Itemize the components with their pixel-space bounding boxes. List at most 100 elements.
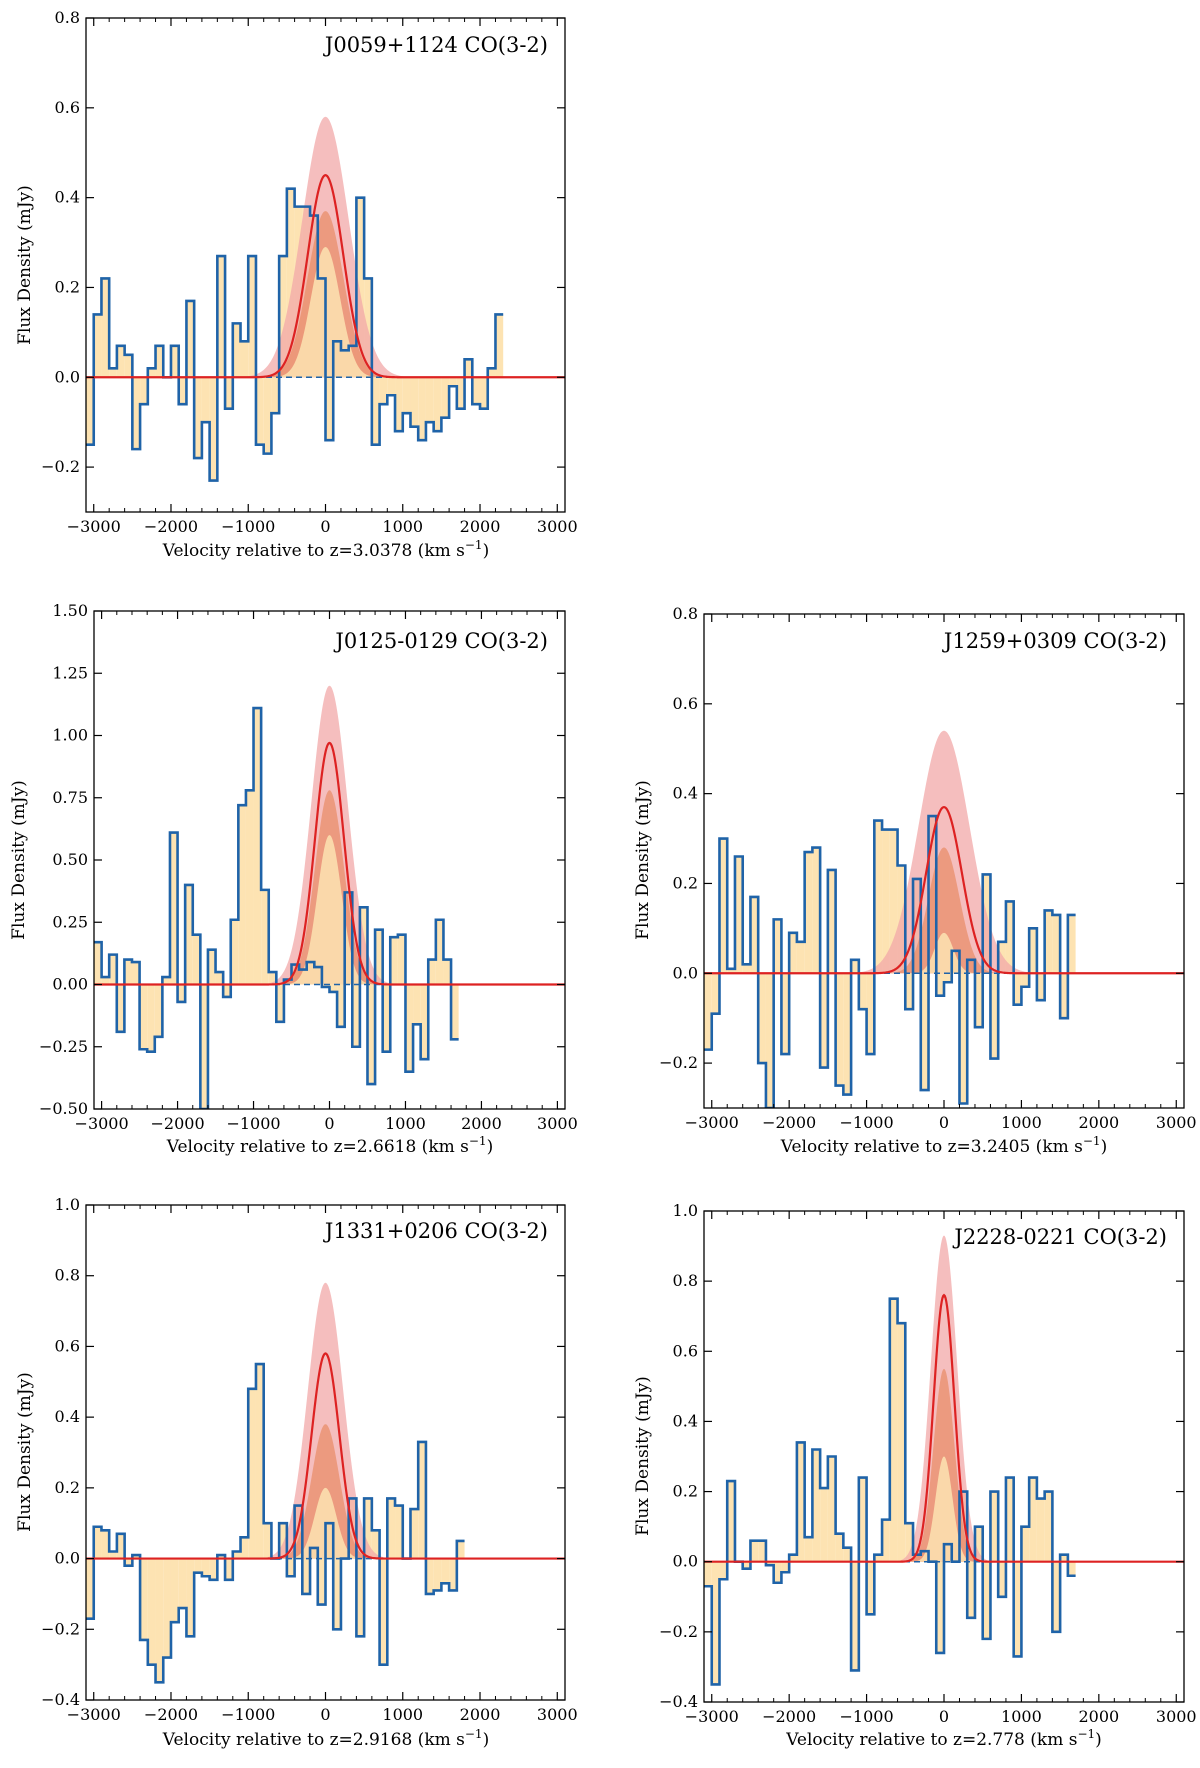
histogram-bar [704, 1561, 712, 1587]
histogram-bar [443, 959, 452, 985]
histogram-bar [1052, 914, 1061, 974]
histogram-bar [433, 377, 442, 432]
histogram-bar [464, 359, 473, 378]
histogram-bar [132, 377, 141, 450]
histogram-bar [765, 1561, 774, 1566]
y-axis-label: Flux Density (mJy) [633, 1376, 653, 1536]
histogram-bar [279, 256, 287, 378]
histogram-bar [387, 377, 396, 396]
x-tick-label: −1000 [840, 1707, 894, 1726]
histogram-bar [356, 1558, 365, 1637]
model-band-inner [704, 847, 1184, 974]
histogram-bar [441, 377, 450, 418]
histogram-bar [116, 345, 125, 378]
y-tick-label: −0.2 [659, 1622, 698, 1641]
histogram-bar [124, 959, 132, 985]
model-band-low [94, 835, 565, 985]
histogram-bar [882, 829, 890, 974]
histogram-bar [245, 790, 254, 985]
histogram-bar [843, 973, 852, 1095]
histogram-bar [944, 973, 952, 983]
y-tick-label: −0.4 [41, 1690, 80, 1709]
histogram-bar [225, 377, 233, 409]
y-tick-label: 0.2 [673, 873, 698, 892]
histogram-bar [200, 984, 208, 1109]
x-ticks: −3000 −2000 −1000 0 1000 2000 3000 [685, 614, 1197, 1132]
spectrum-step-line [86, 187, 504, 482]
histogram-bar [866, 973, 875, 1055]
histogram-bar [86, 377, 94, 445]
model-band-low [704, 1456, 1184, 1562]
histogram-bar [719, 838, 728, 974]
histogram-bar [1067, 914, 1076, 974]
histogram-bar [982, 1561, 991, 1639]
histogram-bar [1021, 973, 1030, 987]
histogram-bar [1013, 973, 1022, 1005]
histogram-bar [279, 1523, 287, 1559]
histogram-bar [851, 1561, 859, 1671]
panel-title: J2228-0221 CO(3-2) [952, 1225, 1167, 1249]
x-tick-label: 0 [939, 1707, 949, 1726]
x-tick-label: 1000 [382, 517, 423, 536]
x-axis-label: Velocity relative to z=3.2405 (km s−1) [780, 1134, 1107, 1157]
x-tick-label: −1000 [840, 1113, 894, 1132]
histogram-bar [178, 377, 187, 405]
y-ticks: −0.4 −0.2 0.0 0.2 0.4 0.6 0.8 1.0 [659, 1201, 1184, 1711]
y-tick-label: 1.0 [55, 1195, 80, 1214]
histogram-bar [1036, 1498, 1045, 1562]
x-tick-label: −1000 [221, 1705, 275, 1724]
y-axis-label: Flux Density (mJy) [9, 780, 29, 940]
histogram-bar [936, 973, 944, 996]
histogram-bar [990, 973, 999, 1059]
histogram-bar [967, 1561, 975, 1618]
histogram-bar [116, 1533, 125, 1559]
y-ticks: −0.4 −0.2 0.0 0.2 0.4 0.6 0.8 1.0 [41, 1195, 565, 1709]
histogram-bar [154, 984, 163, 1037]
histogram-bar [804, 852, 813, 974]
plot-content [704, 1235, 1184, 1686]
model-band-low [704, 932, 1184, 974]
histogram-bar [456, 377, 465, 409]
histogram-bar [789, 932, 797, 974]
histogram-bar [109, 954, 117, 985]
y-ticks: −0.2 0.0 0.2 0.4 0.6 0.8 [659, 604, 1184, 1072]
histogram-bar [177, 984, 186, 1002]
plot-content [86, 116, 565, 482]
histogram-bar [1060, 973, 1068, 1019]
histogram-bar [170, 1558, 179, 1623]
y-tick-label: 0.6 [55, 1336, 80, 1355]
histogram-bar [781, 1561, 790, 1573]
histogram-bar [1021, 1526, 1030, 1562]
x-tick-label: −2000 [762, 1707, 816, 1726]
histogram-bar [185, 884, 193, 985]
histogram-bar [230, 919, 239, 985]
histogram-bar [750, 1540, 759, 1562]
histogram-bar [248, 256, 256, 378]
histogram-bar [410, 1509, 419, 1559]
x-tick-label: −3000 [75, 1114, 129, 1133]
histogram-bar [317, 1558, 326, 1605]
histogram-bar [201, 1558, 210, 1577]
histogram-bar [147, 1558, 156, 1665]
histogram-bar [843, 1547, 852, 1562]
x-tick-label: 2000 [1078, 1707, 1119, 1726]
histogram-bar [433, 1558, 442, 1591]
histogram-bar [858, 973, 867, 1010]
histogram-bar [255, 377, 264, 445]
histogram-bar [874, 820, 883, 974]
histogram-bar [93, 314, 102, 378]
histogram-bar [974, 1526, 983, 1562]
x-tick-label: −2000 [144, 1705, 198, 1724]
histogram-bar [217, 256, 226, 378]
histogram-bar [418, 1441, 426, 1559]
panel-title: J1259+0309 CO(3-2) [942, 629, 1167, 653]
histogram-bar [889, 829, 898, 974]
histogram-bar [223, 984, 231, 997]
histogram-bar [178, 1558, 187, 1609]
y-tick-label: 1.0 [673, 1201, 698, 1220]
y-tick-label: 0.6 [55, 98, 80, 117]
histogram-bar [186, 300, 195, 378]
y-tick-label: 0.2 [55, 277, 80, 296]
